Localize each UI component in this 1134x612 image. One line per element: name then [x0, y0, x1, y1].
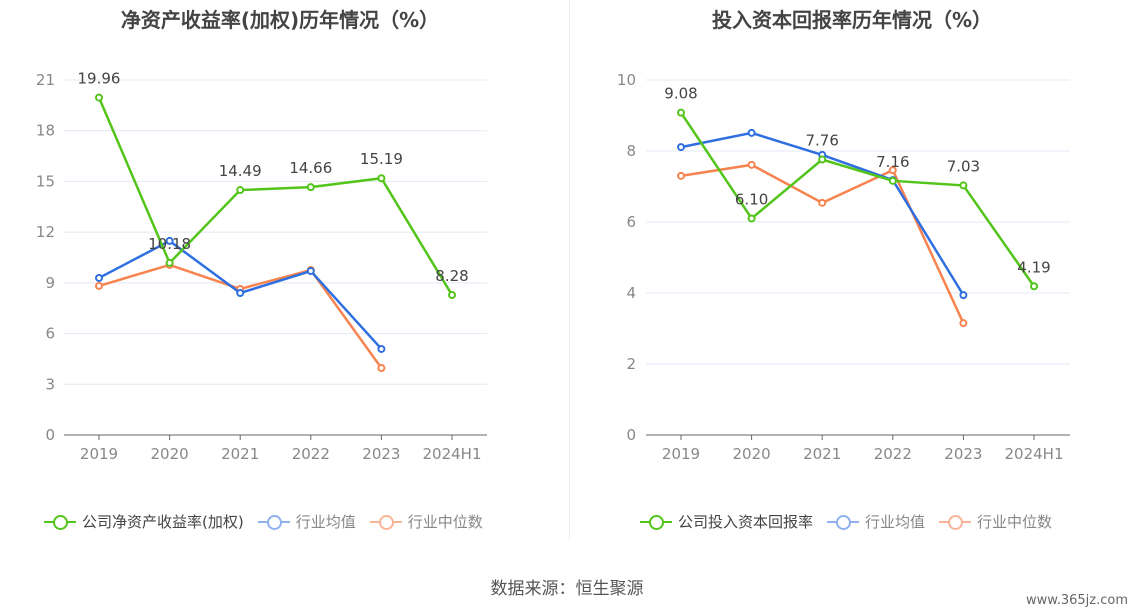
divider — [569, 0, 570, 540]
legend-marker-icon — [827, 514, 860, 530]
y-tick-label: 6 — [45, 325, 55, 343]
chart-title-roe: 净资产收益率(加权)历年情况（%） — [120, 8, 440, 32]
legend-item-industry-mean[interactable]: 行业均值 — [827, 511, 925, 532]
x-tick-label: 2019 — [80, 445, 118, 463]
legend-marker-icon — [257, 514, 290, 530]
data-point — [747, 128, 756, 137]
series-line-2 — [680, 163, 965, 324]
series-line-2 — [98, 263, 383, 369]
data-label: 7.03 — [947, 157, 980, 175]
data-point — [306, 183, 315, 192]
data-point — [377, 174, 386, 183]
legend-marker-icon — [939, 514, 972, 530]
legend-marker-icon — [44, 514, 76, 530]
x-tick-label: 2021 — [221, 445, 259, 463]
x-tick-label: 2020 — [733, 445, 771, 463]
y-tick-label: 10 — [617, 71, 636, 89]
data-point — [818, 155, 827, 164]
data-point — [677, 171, 685, 180]
series-line-0 — [97, 97, 454, 296]
data-point — [95, 93, 103, 102]
data-label: 14.66 — [289, 159, 332, 177]
x-tick-label: 2021 — [803, 445, 841, 463]
y-tick-label: 3 — [45, 375, 55, 393]
data-label: 7.16 — [876, 153, 909, 171]
data-point — [959, 181, 968, 190]
y-tick-label: 2 — [626, 355, 636, 373]
data-label: 4.19 — [1017, 258, 1050, 276]
legend-marker-icon — [369, 514, 402, 530]
y-tick-label: 8 — [626, 142, 636, 160]
data-label: 7.76 — [805, 132, 838, 150]
y-tick-label: 15 — [36, 172, 55, 190]
data-point — [677, 143, 685, 152]
legend-label: 行业均值 — [295, 513, 356, 531]
x-tick-label: 2023 — [362, 445, 400, 463]
data-label: 14.49 — [219, 162, 262, 180]
y-tick-label: 0 — [45, 426, 55, 444]
data-point — [95, 273, 103, 282]
data-point — [377, 364, 386, 373]
data-label: 10.18 — [148, 235, 191, 253]
x-tick-label: 2023 — [944, 445, 982, 463]
x-tick-label: 2022 — [874, 445, 912, 463]
data-label: 19.96 — [78, 70, 121, 88]
series-line-0 — [679, 111, 1036, 287]
legend-item-industry-median[interactable]: 行业中位数 — [939, 511, 1052, 532]
data-point — [306, 267, 315, 276]
data-point — [165, 258, 174, 267]
legend-label: 公司投入资本回报率 — [678, 513, 814, 531]
data-label: 15.19 — [360, 150, 403, 168]
y-tick-label: 18 — [36, 122, 55, 140]
legend-marker-icon — [640, 514, 672, 530]
data-point — [448, 291, 456, 300]
legend-label: 行业中位数 — [977, 513, 1053, 531]
legend-item-industry-median[interactable]: 行业中位数 — [369, 511, 483, 532]
y-tick-label: 21 — [36, 71, 55, 89]
data-point — [959, 291, 968, 300]
legend-label: 行业均值 — [865, 513, 926, 531]
legend-label: 行业中位数 — [407, 513, 483, 531]
data-point — [1030, 282, 1038, 291]
data-point — [888, 166, 897, 175]
x-tick-label: 2022 — [292, 445, 330, 463]
legend-label: 公司净资产收益率(加权) — [82, 513, 244, 531]
y-tick-label: 9 — [45, 274, 55, 292]
x-tick-label: 2024H1 — [1005, 445, 1064, 463]
data-label: 9.08 — [664, 85, 697, 103]
data-point — [677, 108, 685, 117]
data-point — [959, 319, 968, 328]
y-tick-label: 12 — [36, 223, 55, 241]
data-point — [747, 160, 756, 169]
data-point — [818, 198, 827, 207]
data-source: 数据来源：恒生聚源 — [490, 579, 644, 599]
chart-title-roic: 投入资本回报率历年情况（%） — [711, 8, 993, 32]
data-point — [888, 176, 897, 185]
y-tick-label: 6 — [626, 213, 636, 231]
data-label: 8.28 — [435, 267, 468, 285]
legend-item-company[interactable]: 公司净资产收益率(加权) — [44, 511, 244, 532]
watermark: www.365jz.com — [1026, 593, 1128, 608]
data-point — [165, 236, 174, 245]
legend-roe: 公司净资产收益率(加权) 行业均值 行业中位数 — [44, 511, 483, 532]
legend-roic: 公司投入资本回报率 行业均值 行业中位数 — [640, 511, 1052, 532]
data-point — [236, 186, 245, 195]
x-tick-label: 2019 — [662, 445, 700, 463]
x-tick-label: 2020 — [151, 445, 189, 463]
data-point — [747, 214, 756, 223]
y-tick-label: 4 — [626, 284, 636, 302]
y-tick-label: 0 — [626, 426, 636, 444]
data-point — [95, 281, 103, 290]
legend-item-company[interactable]: 公司投入资本回报率 — [640, 511, 813, 532]
data-label: 6.10 — [735, 190, 768, 208]
data-point — [377, 344, 386, 353]
legend-item-industry-mean[interactable]: 行业均值 — [257, 511, 356, 532]
x-tick-label: 2024H1 — [423, 445, 482, 463]
data-point — [236, 289, 245, 297]
